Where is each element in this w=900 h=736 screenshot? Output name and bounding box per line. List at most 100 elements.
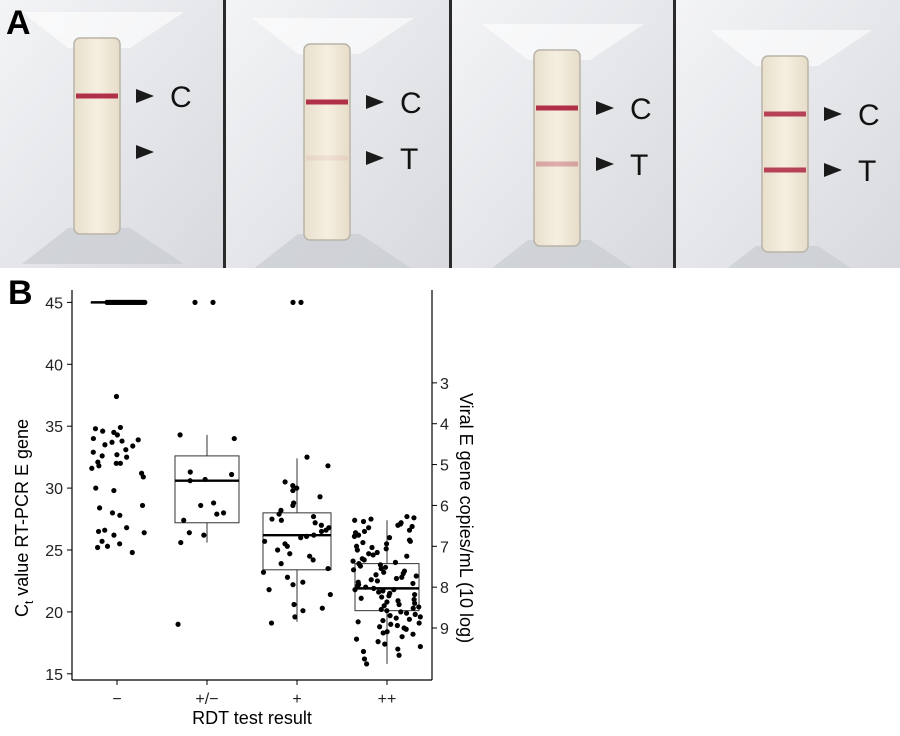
test-cassette-2: CT: [223, 0, 451, 268]
data-point: [384, 599, 390, 605]
data-point: [357, 563, 364, 569]
data-point: [114, 452, 120, 458]
data-point: [102, 442, 108, 448]
data-point: [374, 549, 380, 556]
data-point: [388, 621, 394, 627]
data-point: [378, 565, 384, 572]
data-point: [109, 439, 115, 445]
y-axis-label: Ct value RT-PCR E gene: [12, 419, 36, 617]
y-tick-label: 40: [45, 357, 63, 374]
data-point: [287, 551, 293, 557]
result-window: [303, 43, 351, 241]
data-point: [99, 453, 105, 459]
data-point: [303, 533, 310, 539]
data-point: [355, 583, 361, 589]
data-point: [119, 438, 125, 444]
data-point: [377, 624, 383, 630]
test-line-label: T: [630, 149, 648, 182]
data-point: [404, 553, 410, 559]
arrow-marker-icon: [596, 157, 614, 171]
data-point: [104, 543, 111, 549]
test-line-band: [306, 155, 348, 161]
data-point: [411, 515, 417, 521]
data-point: [374, 578, 381, 584]
data-point: [178, 539, 184, 546]
data-point: [410, 631, 416, 637]
data-point: [202, 476, 208, 483]
data-point: [139, 502, 146, 509]
data-point: [386, 535, 393, 541]
x-axis-label: RDT test result: [192, 708, 312, 728]
y2-axis-label: Viral E gene copies/mL (10 log): [456, 393, 476, 643]
data-point: [140, 474, 146, 480]
x-tick-label: +: [292, 691, 301, 708]
data-point: [93, 485, 99, 491]
data-point: [117, 460, 123, 466]
test-line-label: T: [400, 143, 418, 176]
data-point: [368, 577, 374, 583]
x-tick-label: +/−: [195, 691, 218, 708]
data-point: [102, 527, 108, 533]
data-point: [412, 591, 418, 598]
arrow-marker-icon: [824, 163, 842, 177]
y-tick-label: 25: [45, 543, 63, 560]
arrow-marker-icon: [596, 101, 614, 115]
data-point: [90, 435, 96, 442]
data-point: [292, 614, 298, 620]
data-point: [393, 575, 400, 582]
data-point: [210, 500, 217, 506]
data-point: [366, 525, 372, 531]
data-point: [396, 601, 402, 608]
data-point: [310, 557, 316, 563]
data-point: [117, 512, 123, 518]
data-point: [113, 460, 119, 466]
data-point: [395, 646, 401, 652]
data-point: [294, 485, 300, 491]
data-point: [355, 532, 362, 538]
data-point: [410, 580, 416, 587]
data-point: [386, 593, 392, 599]
iqr-box: [262, 512, 332, 571]
control-line-label: C: [630, 93, 652, 126]
data-point: [192, 299, 198, 305]
data-point: [375, 639, 381, 645]
data-point: [325, 565, 331, 572]
data-point: [275, 547, 281, 553]
data-point: [323, 527, 329, 533]
data-point: [89, 465, 95, 471]
data-point: [269, 516, 275, 522]
data-point: [298, 299, 304, 305]
data-point: [260, 569, 267, 575]
data-point: [358, 595, 364, 601]
arrow-marker-icon: [824, 107, 842, 121]
data-point: [90, 449, 96, 455]
test-cassette-4: CT: [673, 0, 900, 268]
data-point: [380, 617, 386, 624]
data-point: [391, 587, 397, 593]
data-point: [201, 532, 207, 538]
data-point: [393, 615, 399, 621]
data-point: [409, 523, 415, 530]
control-line-band: [764, 111, 806, 117]
data-point: [382, 564, 389, 570]
data-point: [268, 620, 275, 626]
data-point: [351, 533, 358, 539]
y-tick-label: 30: [45, 481, 63, 498]
control-line-label: C: [858, 99, 880, 132]
y2-tick-label: 7: [440, 539, 449, 556]
y2-tick-label: 8: [440, 580, 449, 597]
control-line-band: [536, 105, 578, 111]
data-point: [417, 643, 423, 650]
data-point: [304, 454, 310, 460]
y2-tick-label: 9: [440, 621, 449, 638]
box-2: [174, 434, 240, 543]
data-point: [368, 516, 374, 522]
panel-b-label: B: [8, 274, 33, 312]
data-point: [276, 511, 282, 517]
data-point: [278, 517, 284, 523]
data-point: [350, 558, 356, 564]
data-point: [399, 634, 405, 640]
data-point: [284, 574, 291, 580]
data-point: [353, 636, 360, 642]
